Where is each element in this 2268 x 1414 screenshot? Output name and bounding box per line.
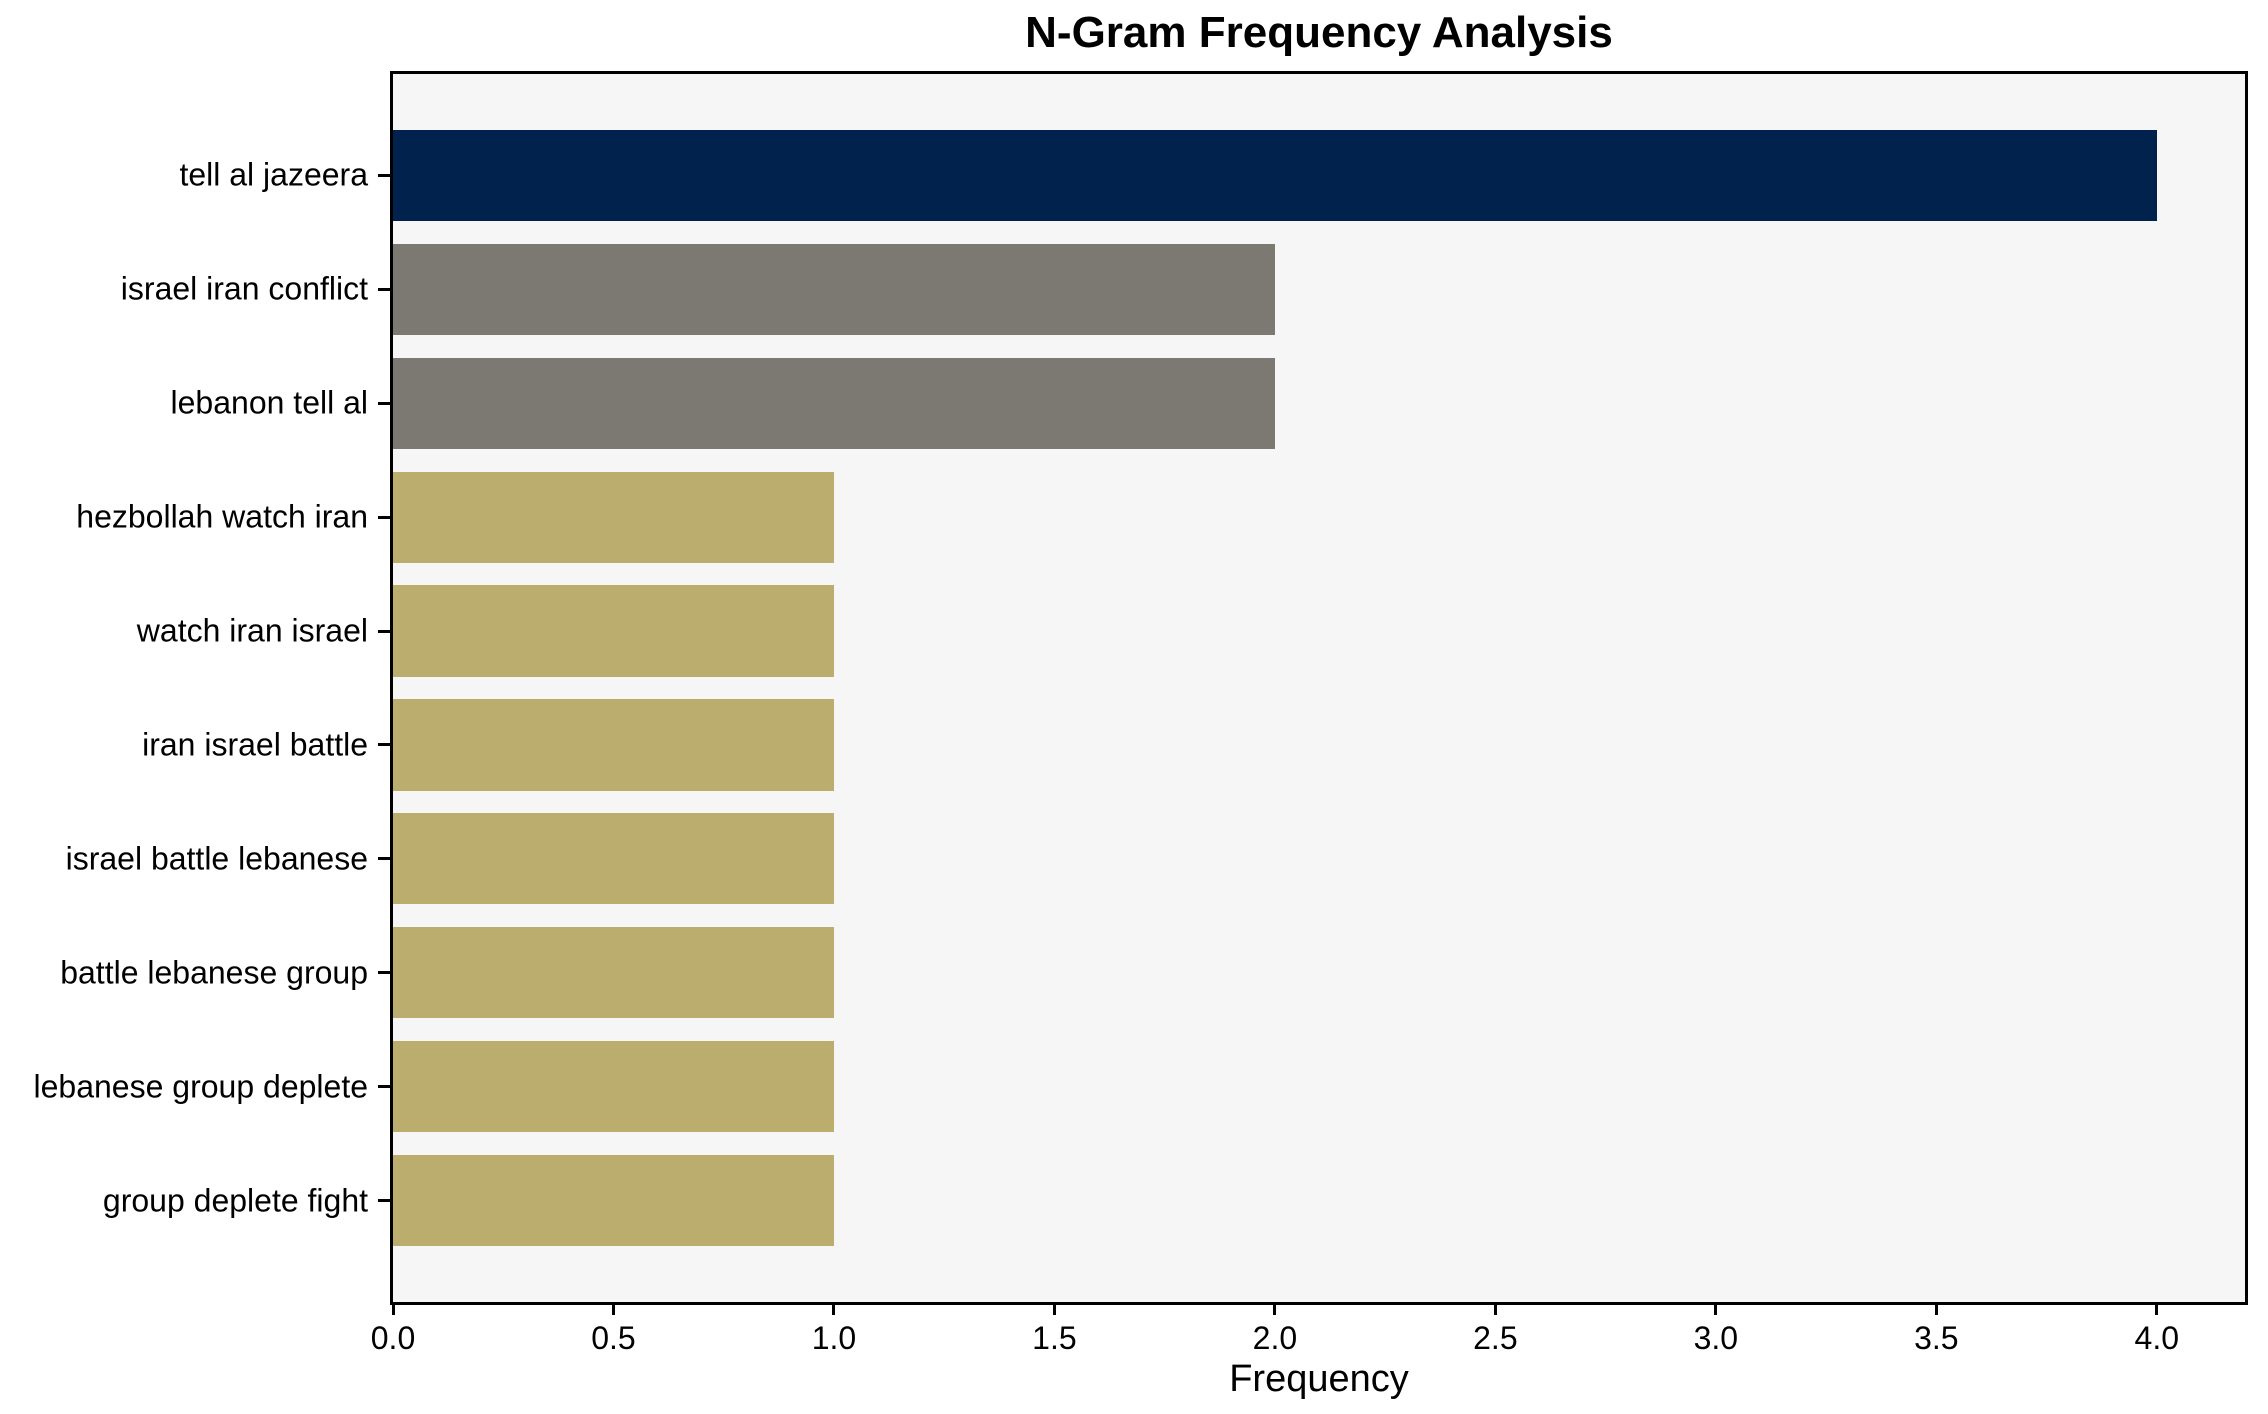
y-axis-labels: tell al jazeera israel iran conflict leban…	[0, 71, 378, 1305]
x-tick-mark	[1052, 1305, 1056, 1315]
y-tick-mark	[378, 515, 390, 519]
bar-battle-lebanese-group	[393, 927, 834, 1019]
y-tick-label: iran israel battle	[142, 726, 368, 763]
y-tick-mark	[378, 287, 390, 291]
x-tick-mark	[391, 1305, 395, 1315]
y-tick-mark	[378, 971, 390, 975]
plot-area	[390, 71, 2248, 1305]
x-tick-label: 0.5	[591, 1320, 636, 1356]
y-tick-label: hezbollah watch iran	[76, 498, 368, 535]
x-tick-mark	[2155, 1305, 2159, 1315]
x-tick-mark	[611, 1305, 615, 1315]
y-tick-label: lebanon tell al	[170, 384, 368, 421]
y-tick-mark	[378, 743, 390, 747]
y-tick-label: tell al jazeera	[179, 156, 368, 193]
y-tick-mark	[378, 401, 390, 405]
x-tick-mark	[832, 1305, 836, 1315]
y-tick-mark	[378, 173, 390, 177]
x-tick-label: 3.5	[1914, 1320, 1959, 1356]
x-tick-mark	[1934, 1305, 1938, 1315]
y-tick-mark	[378, 1085, 390, 1089]
bar-lebanese-group-deplete	[393, 1041, 834, 1133]
y-tick-label: watch iran israel	[136, 612, 368, 649]
bar-israel-battle-lebanese	[393, 813, 834, 905]
y-tick-mark	[378, 1199, 390, 1203]
y-tick-label: battle lebanese group	[60, 954, 368, 991]
x-tick-label: 4.0	[2134, 1320, 2180, 1356]
x-tick-label: 1.5	[1032, 1320, 1077, 1356]
x-tick-mark	[1273, 1305, 1277, 1315]
x-tick-label: 3.0	[1693, 1320, 1739, 1356]
x-tick-label: 0.0	[370, 1320, 416, 1356]
bar-hezbollah-watch-iran	[393, 471, 834, 563]
bar-israel-iran-conflict	[393, 243, 1275, 335]
x-tick-mark	[1493, 1305, 1497, 1315]
y-tick-label: israel iran conflict	[120, 270, 368, 307]
y-tick-label: israel battle lebanese	[65, 840, 368, 877]
y-tick-label: lebanese group deplete	[33, 1068, 369, 1105]
chart-title: N-Gram Frequency Analysis	[1025, 8, 1613, 57]
y-tick-mark	[378, 857, 390, 861]
x-tick-label: 1.0	[811, 1320, 857, 1356]
bar-lebanon-tell-al	[393, 357, 1275, 449]
x-axis-title: Frequency	[1229, 1358, 1409, 1400]
y-tick-mark	[378, 629, 390, 633]
bar-watch-iran-israel	[393, 585, 834, 677]
x-tick-label: 2.0	[1252, 1320, 1298, 1356]
y-tick-label: group deplete fight	[102, 1182, 368, 1219]
bar-group-deplete-fight	[393, 1155, 834, 1247]
x-tick-mark	[1714, 1305, 1718, 1315]
x-tick-label: 2.5	[1473, 1320, 1518, 1356]
bar-iran-israel-battle	[393, 699, 834, 791]
bar-tell-al-jazeera	[393, 129, 2157, 221]
